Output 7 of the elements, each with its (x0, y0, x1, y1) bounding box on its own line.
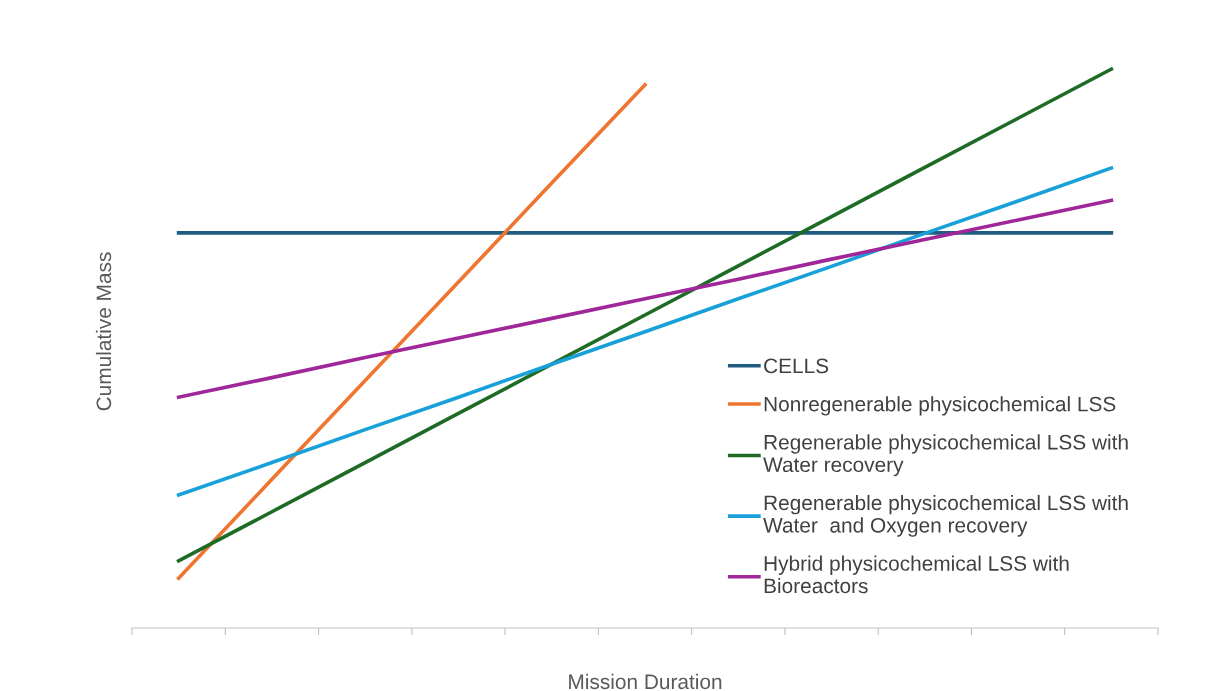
legend-label: Regenerable physicochemical LSS with Water recovery (763, 434, 1128, 477)
legend-label: Regenerable physicochemical LSS with Water and Oxygen recovery (763, 494, 1128, 537)
legend-label: Hybrid physicochemical LSS with Bioreactors (764, 555, 1069, 594)
legend-label: CELLS (764, 358, 829, 374)
legend-label: Nonregenerable physicochemical LSS (764, 396, 1116, 416)
y-axis-title: Cumulative Mass (95, 252, 112, 411)
x-axis-title: Mission Duration (569, 673, 722, 690)
